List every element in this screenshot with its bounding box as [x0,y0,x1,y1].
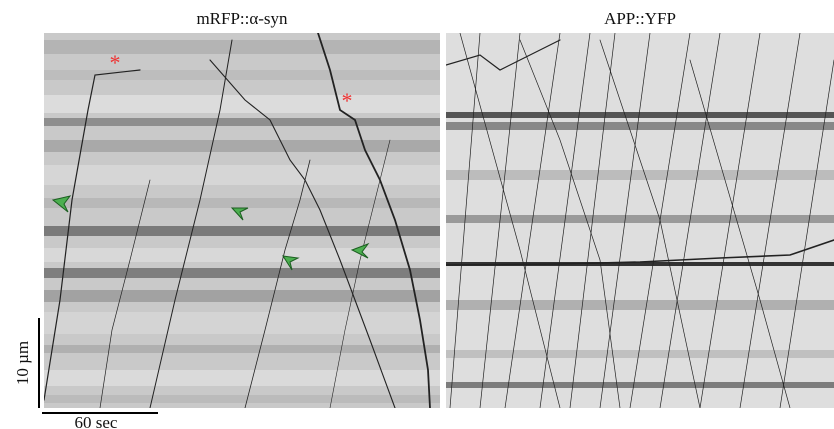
panel-title: APP::YFP [604,9,676,28]
panel-title: mRFP::α-syn [196,9,288,28]
asterisk: * [110,50,121,75]
scale-label: 10 µm [13,341,32,385]
scale-label: 60 sec [75,413,118,429]
kymograph-right [446,33,834,408]
arrowheads [51,195,370,271]
asterisk: * [342,88,353,113]
kymograph-left [44,33,440,408]
